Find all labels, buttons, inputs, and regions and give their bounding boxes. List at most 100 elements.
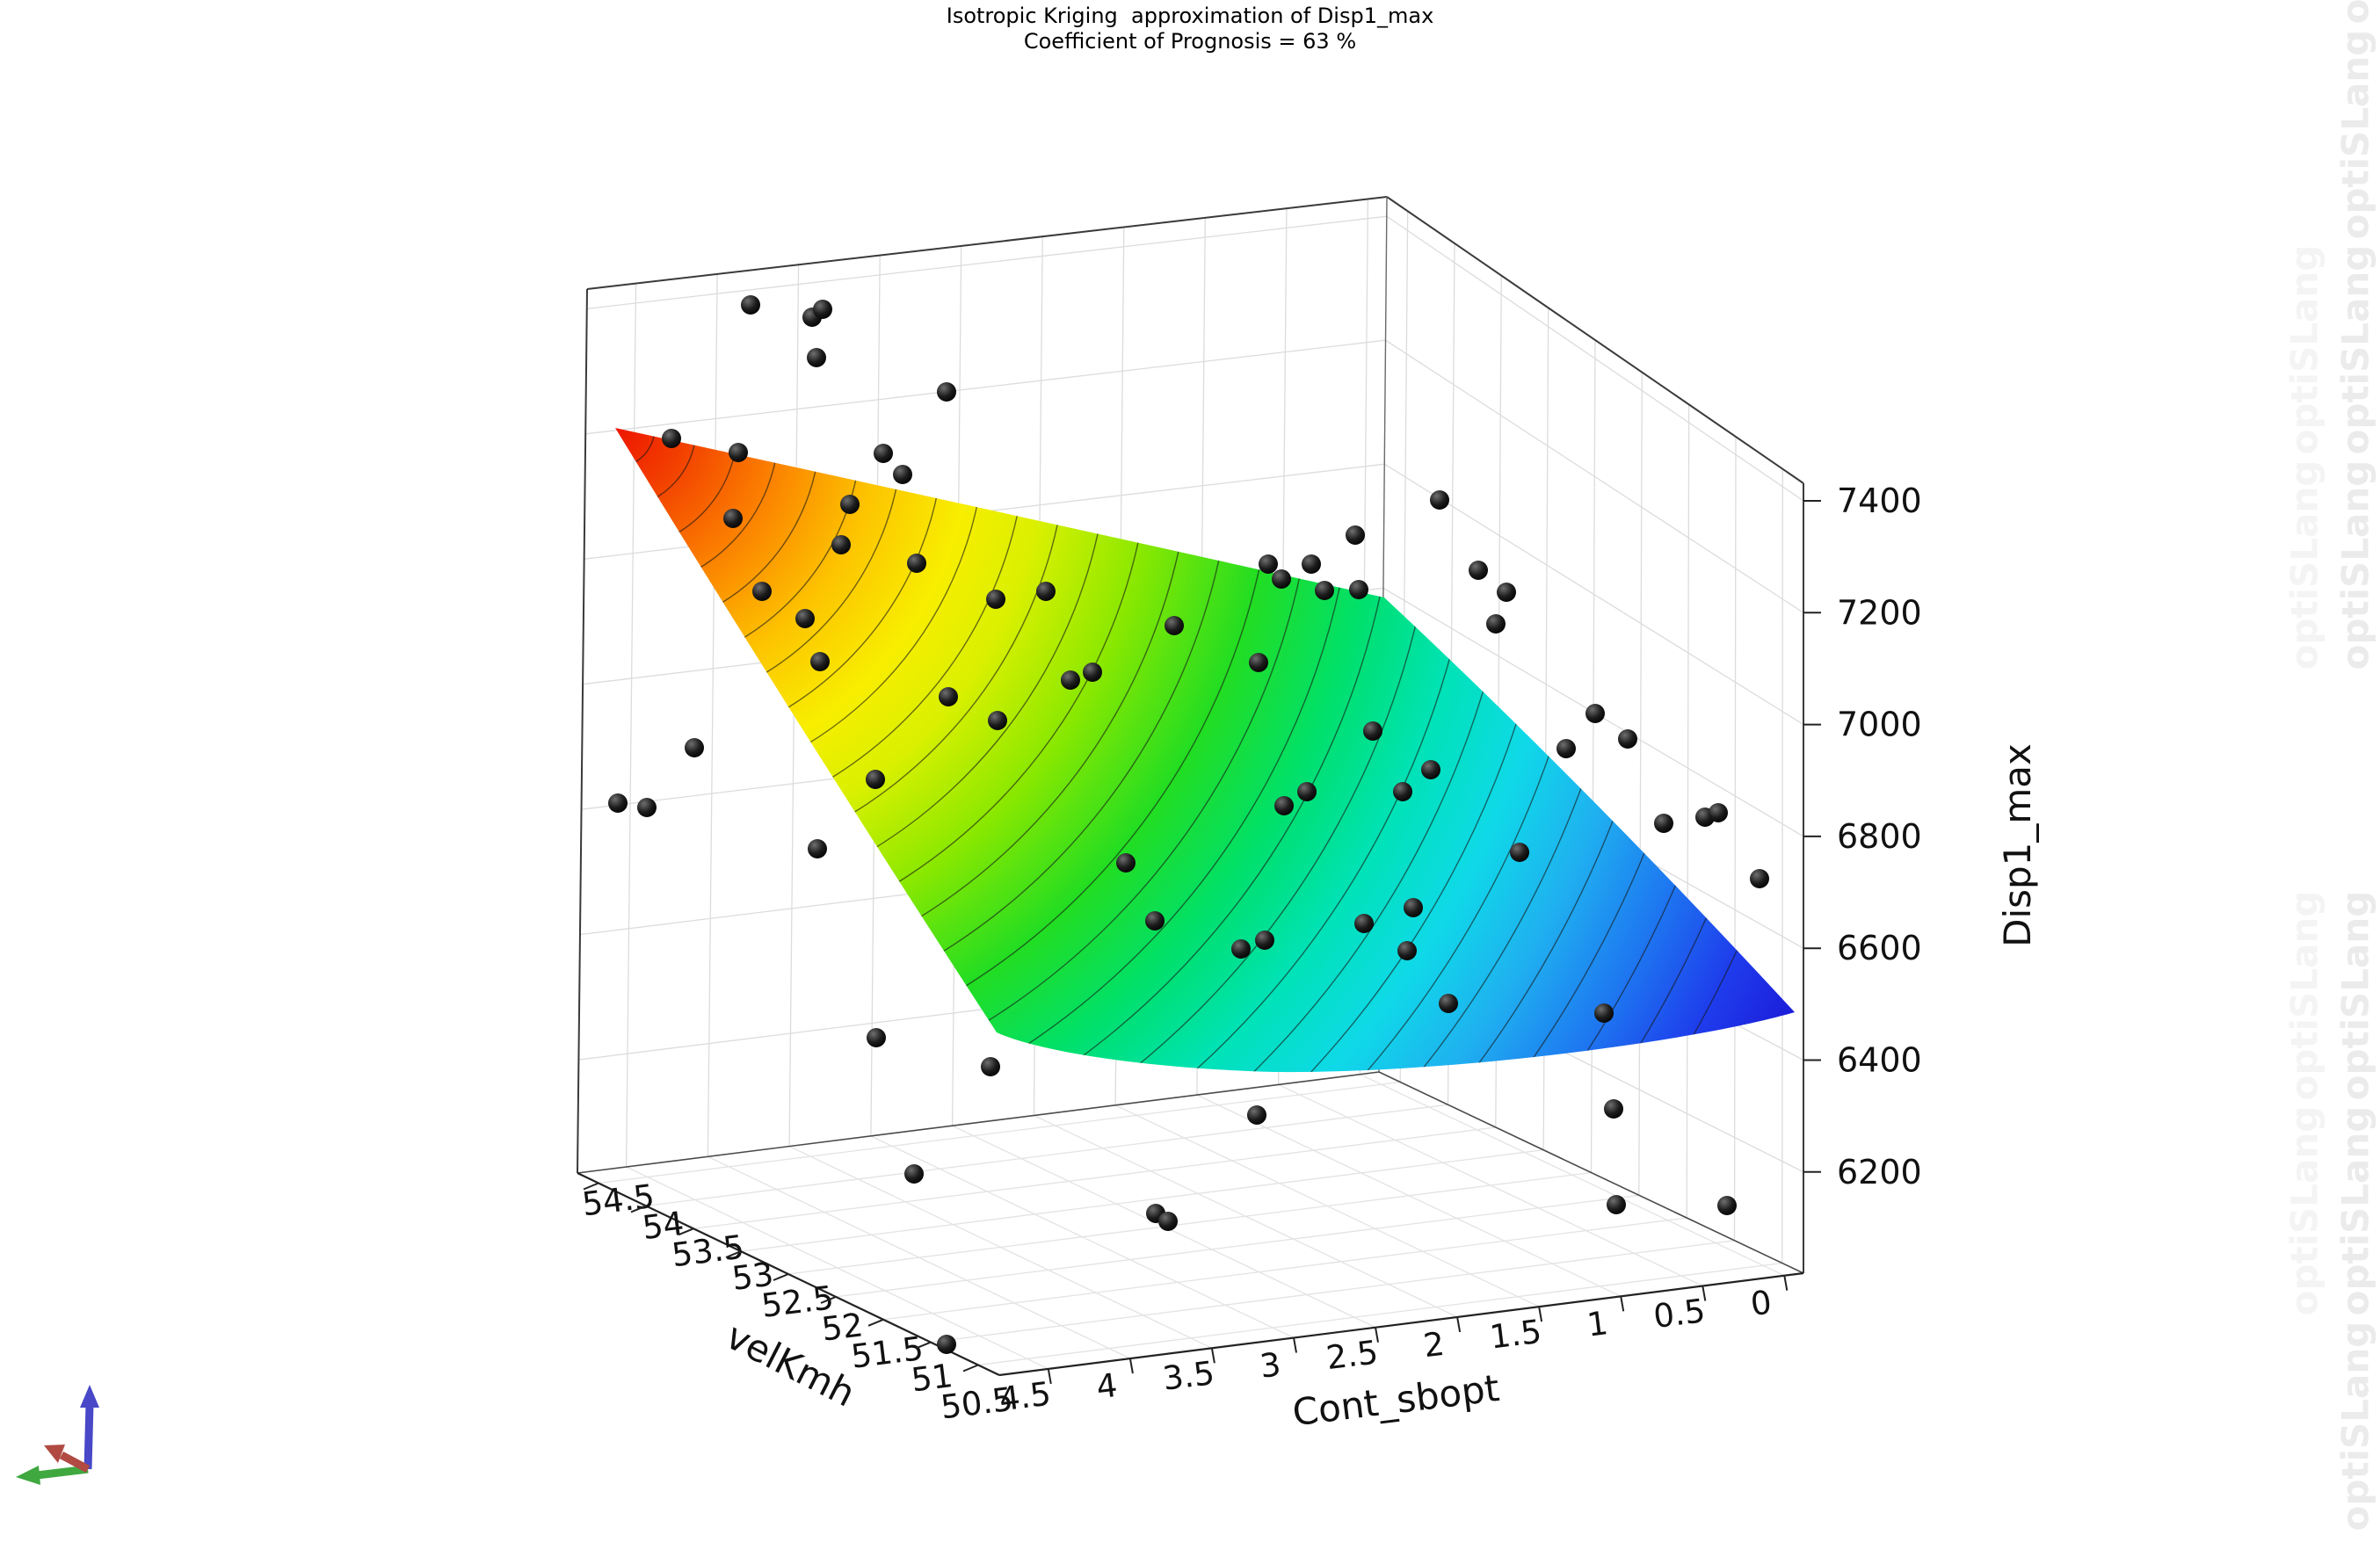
scatter-point bbox=[685, 738, 704, 757]
orientation-triad-icon bbox=[16, 1385, 99, 1485]
box-edge bbox=[1386, 196, 1804, 484]
scatter-point bbox=[1556, 739, 1576, 758]
scatter-point bbox=[904, 1164, 924, 1184]
floor-gridline bbox=[598, 1081, 1401, 1184]
scatter-point bbox=[907, 554, 926, 573]
z-tick-label: 6600 bbox=[1837, 929, 1922, 967]
x-tick-label: 0 bbox=[1748, 1284, 1774, 1324]
y-tick-mark bbox=[583, 1182, 599, 1191]
scatter-point bbox=[729, 443, 748, 462]
x-tick-label: 2.5 bbox=[1324, 1333, 1381, 1377]
scatter-point bbox=[1594, 1003, 1614, 1023]
y-tick-mark bbox=[915, 1341, 932, 1350]
z-tick-label: 7200 bbox=[1837, 593, 1922, 632]
x-tick-label: 4.5 bbox=[997, 1375, 1053, 1419]
right-wall-gridline bbox=[1383, 463, 1804, 726]
scatter-point bbox=[1439, 994, 1458, 1013]
right-wall-gridline bbox=[1781, 468, 1783, 1264]
scatter-point bbox=[893, 465, 912, 484]
scatter-point bbox=[723, 509, 743, 528]
box-edge bbox=[577, 1071, 1380, 1174]
scatter-point bbox=[1274, 796, 1294, 815]
right-wall-gridline bbox=[1686, 404, 1690, 1219]
y-tick-mark bbox=[630, 1205, 647, 1213]
y-tick-label: 54 bbox=[640, 1205, 686, 1247]
floor-gridline bbox=[835, 1194, 1639, 1298]
y-tick-label: 50.5 bbox=[939, 1380, 1015, 1427]
scatter-point bbox=[1116, 853, 1136, 873]
x-tick-mark bbox=[1783, 1275, 1789, 1291]
scatter-point bbox=[810, 652, 830, 671]
box-edge bbox=[1378, 1071, 1804, 1274]
floor-gridline bbox=[930, 1240, 1735, 1343]
left-wall-gridline bbox=[625, 283, 637, 1168]
x-tick-label: 4 bbox=[1094, 1366, 1120, 1407]
title-block: Isotropic Kriging approximation of Disp1… bbox=[0, 4, 2380, 54]
z-tick-label: 7000 bbox=[1837, 706, 1922, 744]
floor-gridline bbox=[693, 1126, 1496, 1229]
right-wall-gridline bbox=[1638, 372, 1643, 1196]
scatter-point bbox=[874, 444, 893, 463]
scatter-point bbox=[1302, 554, 1321, 574]
scatter-point bbox=[1404, 898, 1423, 917]
scatter-point bbox=[988, 711, 1007, 730]
floor-gridline bbox=[645, 1104, 1448, 1207]
x-tick-label: 1 bbox=[1585, 1304, 1610, 1344]
scatter-point bbox=[741, 295, 760, 315]
scatter-point bbox=[840, 495, 860, 514]
scatter-point bbox=[1165, 616, 1184, 635]
z-tick-label: 6400 bbox=[1837, 1041, 1922, 1080]
y-tick-label: 53.5 bbox=[670, 1228, 746, 1275]
y-tick-label: 52 bbox=[819, 1306, 865, 1348]
scatter-point bbox=[1297, 782, 1317, 801]
x-tick-mark bbox=[1293, 1337, 1297, 1353]
scatter-point bbox=[1709, 803, 1728, 822]
scatter-point bbox=[986, 590, 1005, 609]
x-tick-mark bbox=[1128, 1358, 1134, 1374]
scatter-point bbox=[939, 687, 958, 706]
x-tick-mark bbox=[1702, 1285, 1707, 1301]
x-tick-mark bbox=[1456, 1316, 1462, 1333]
right-wall-gridline bbox=[1386, 215, 1804, 502]
floor-gridline bbox=[977, 1262, 1782, 1366]
box-edge bbox=[998, 1271, 1804, 1377]
scatter-point bbox=[1607, 1195, 1626, 1214]
scatter-point bbox=[1231, 939, 1251, 959]
x-tick-mark bbox=[1620, 1296, 1625, 1312]
response-surface bbox=[615, 428, 1795, 1073]
scatter-point bbox=[1618, 729, 1637, 749]
scatter-point bbox=[866, 770, 885, 789]
y-tick-mark bbox=[820, 1295, 837, 1304]
left-wall-gridline bbox=[707, 273, 718, 1157]
floor-grid bbox=[598, 1074, 1785, 1370]
box-edge bbox=[577, 288, 588, 1174]
floor-gridline bbox=[740, 1149, 1544, 1252]
x-tick-label: 1.5 bbox=[1488, 1313, 1544, 1357]
right-wall-gridline bbox=[1385, 339, 1804, 613]
scatter-point bbox=[1469, 561, 1488, 580]
y-tick-label: 54.5 bbox=[580, 1177, 657, 1224]
x-axis-title: Cont_sbopt bbox=[1290, 1366, 1502, 1434]
scatter-point bbox=[1397, 941, 1417, 960]
x-tick-label: 0.5 bbox=[1651, 1292, 1708, 1336]
scatter-point bbox=[637, 798, 657, 817]
y-tick-mark bbox=[678, 1227, 694, 1236]
z-tick-label: 6200 bbox=[1837, 1153, 1922, 1191]
x-tick-mark bbox=[1210, 1348, 1215, 1364]
scatter-point bbox=[1083, 663, 1102, 682]
left-wall-gridline bbox=[585, 339, 1386, 435]
scatter-point bbox=[1604, 1099, 1623, 1119]
z-tick-label: 7400 bbox=[1837, 482, 1922, 520]
chart-title: Isotropic Kriging approximation of Disp1… bbox=[946, 4, 1434, 28]
scatter-point bbox=[795, 609, 815, 628]
scatter-point bbox=[1430, 490, 1449, 510]
y-tick-label: 51.5 bbox=[849, 1329, 925, 1376]
scatter-point bbox=[937, 382, 956, 402]
floor-gridline bbox=[787, 1171, 1592, 1275]
x-tick-mark bbox=[1375, 1327, 1379, 1343]
scatter-point bbox=[1247, 1105, 1266, 1125]
x-tick-label: 3.5 bbox=[1161, 1354, 1217, 1398]
scatter-point bbox=[1354, 914, 1374, 933]
z-tick-label: 6800 bbox=[1837, 817, 1922, 856]
